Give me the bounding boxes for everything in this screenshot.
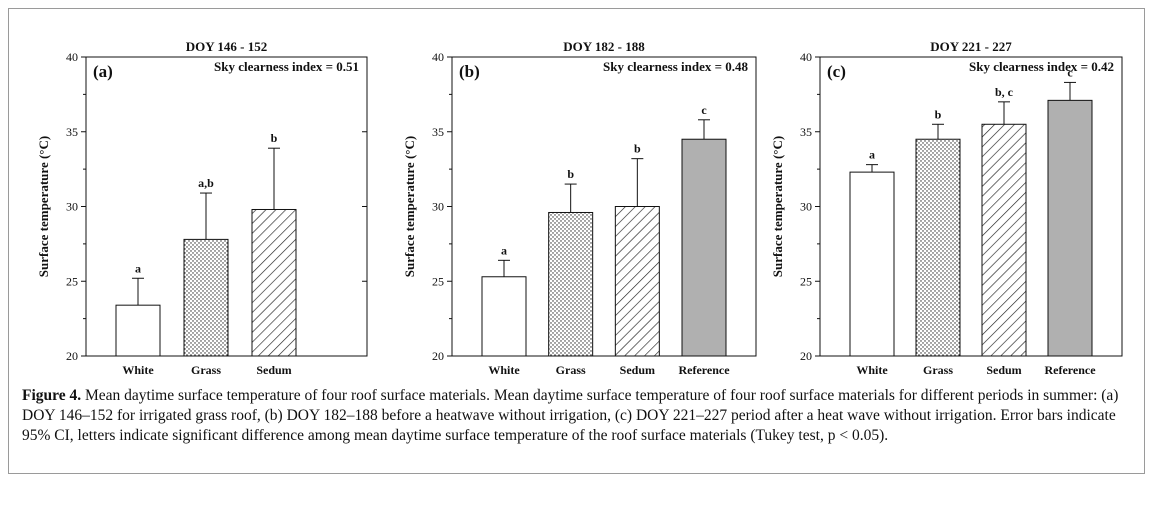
caption-label: Figure 4. [22,387,82,404]
x-category-label: Grass [191,363,221,377]
x-category-label: White [122,363,154,377]
bar [1047,99,1093,357]
significance-letter: c [1067,65,1073,79]
sky-clearness-annotation: Sky clearness index = 0.42 [969,59,1114,74]
bar [481,276,527,357]
y-tick-label: 20 [800,349,812,363]
y-tick-label: 25 [66,274,78,288]
bar [915,138,961,357]
bar [981,123,1027,357]
y-tick-label: 30 [66,200,78,214]
x-category-label: Sedum [256,363,291,377]
x-category-label: Reference [1044,363,1096,377]
significance-letter: a,b [198,176,214,190]
sky-clearness-annotation: Sky clearness index = 0.51 [214,59,359,74]
significance-letter: b [567,167,574,181]
bar [251,208,297,357]
panel-label: (c) [827,62,846,81]
x-category-label: Sedum [620,363,655,377]
x-category-label: White [488,363,520,377]
chart-title: DOY 182 - 188 [563,39,645,54]
y-tick-label: 40 [66,50,78,64]
x-category-label: White [856,363,888,377]
y-tick-label: 20 [66,349,78,363]
chart-title: DOY 146 - 152 [186,39,268,54]
x-category-label: Sedum [986,363,1021,377]
bar [614,206,660,357]
significance-letter: a [501,243,507,257]
significance-letter: b [634,142,641,156]
x-category-label: Grass [556,363,586,377]
significance-letter: b, c [995,85,1014,99]
figure-caption: Figure 4. Mean daytime surface temperatu… [22,386,1132,446]
y-tick-label: 35 [66,125,78,139]
chart-title: DOY 221 - 227 [930,39,1012,54]
x-category-label: Grass [923,363,953,377]
y-tick-label: 30 [432,200,444,214]
bar [548,211,594,357]
panel-label: (b) [459,62,480,81]
figure-charts: DOY 146 - 152 (a) Sky clearness index = 0.… [36,39,1123,377]
y-tick-label: 25 [800,274,812,288]
y-axis-label: Surface temperature (°C) [770,136,785,277]
significance-letter: b [271,131,278,145]
significance-letter: c [701,103,707,117]
y-axis-label: Surface temperature (°C) [36,136,51,277]
panel-label: (a) [93,62,113,81]
bar [849,171,895,357]
significance-letter: a [135,261,141,275]
x-category-label: Reference [678,363,730,377]
bar [681,138,727,357]
y-tick-label: 40 [800,50,812,64]
figure-frame [8,8,1145,474]
y-tick-label: 35 [800,125,812,139]
bar [115,304,161,357]
bar [183,238,229,357]
significance-letter: a [869,148,875,162]
y-tick-label: 30 [800,200,812,214]
y-tick-label: 40 [432,50,444,64]
y-tick-label: 25 [432,274,444,288]
y-tick-label: 20 [432,349,444,363]
significance-letter: b [935,107,942,121]
y-axis-label: Surface temperature (°C) [402,136,417,277]
sky-clearness-annotation: Sky clearness index = 0.48 [603,59,748,74]
y-tick-label: 35 [432,125,444,139]
caption-text: Mean daytime surface temperature of four… [22,387,1119,444]
